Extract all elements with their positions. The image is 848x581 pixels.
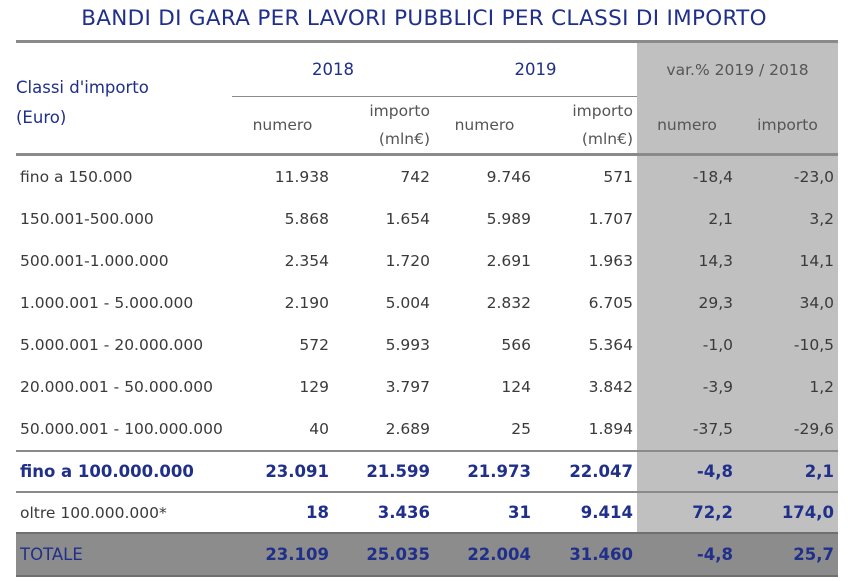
table-row: 5.000.001 - 20.000.000 572 5.993 566 5.364 -1…	[16, 324, 839, 366]
importo-2019-line2: (mln€)	[581, 130, 633, 148]
cell-n2018: 5.868	[284, 210, 329, 228]
var-importo-header: importo	[737, 96, 839, 156]
subtotal-row: fino a 100.000.000 23.091 21.599 21.973 22.0…	[16, 450, 839, 493]
cell-n2018: 2.354	[284, 252, 329, 270]
numero-2018-header: numero	[232, 96, 333, 156]
cell-i2018: 21.599	[333, 450, 434, 493]
cell-i2019: 1.894	[588, 420, 633, 438]
cell-i2019: 9.414	[580, 503, 633, 522]
cell-n2019: 124	[501, 378, 531, 396]
cell-vi: 3,2	[737, 198, 839, 240]
cell-vn: 72,2	[637, 492, 737, 533]
year-2018-header: 2018	[232, 40, 434, 97]
total-row: TOTALE 23.109 25.035 22.004 31.460 -4,8 25,7	[16, 532, 839, 577]
oltre-row: oltre 100.000.000* 18 3.436 31 9.414 72,2 174,…	[16, 492, 839, 533]
cell-vn: -4,8	[637, 450, 737, 493]
cell-n2018: 18	[306, 503, 329, 522]
cell-vi: 34,0	[737, 282, 839, 324]
cell-vi: -10,5	[737, 324, 839, 366]
cell-vi: 14,1	[737, 240, 839, 282]
cell-vi: -29,6	[737, 408, 839, 451]
cell-i2019: 1.963	[588, 252, 633, 270]
cell-n2018: 23.091	[232, 450, 333, 493]
cell-vi: 2,1	[737, 450, 839, 493]
cell-n2018: 572	[299, 336, 329, 354]
row-label: fino a 150.000	[20, 168, 133, 186]
cell-n2019: 9.746	[486, 168, 531, 186]
row-label: 50.000.001 - 100.000.000	[20, 420, 223, 438]
var-numero-header: numero	[637, 96, 737, 156]
cell-i2018: 5.004	[385, 294, 430, 312]
classi-header-line2: (Euro)	[16, 108, 67, 127]
table-row: 500.001-1.000.000 2.354 1.720 2.691 1.963 14,…	[16, 240, 839, 282]
table-row: 20.000.001 - 50.000.000 129 3.797 124 3.842-…	[16, 366, 839, 408]
cell-vn: -37,5	[637, 408, 737, 451]
table-row: 150.001-500.000 5.868 1.654 5.989 1.707 2,1 3,…	[16, 198, 839, 240]
cell-vi: 1,2	[737, 366, 839, 408]
cell-i2019: 31.460	[535, 532, 637, 577]
row-label: TOTALE	[16, 532, 232, 577]
cell-vn: -1,0	[637, 324, 737, 366]
cell-i2018: 25.035	[333, 532, 434, 577]
bandi-table: Classi d'importo (Euro) 2018 2019 var.% …	[16, 40, 839, 577]
cell-i2019: 1.707	[588, 210, 633, 228]
cell-vn: 29,3	[637, 282, 737, 324]
cell-vn: 2,1	[637, 198, 737, 240]
cell-i2018: 1.654	[385, 210, 430, 228]
row-label: 150.001-500.000	[20, 210, 154, 228]
table-row: fino a 150.000 11.938 742 9.746 571 -18,4 -23,…	[16, 154, 839, 198]
row-label: fino a 100.000.000	[16, 450, 232, 493]
importo-2018-line1: importo	[369, 102, 430, 120]
importo-2019-header: importo (mln€)	[535, 96, 637, 156]
cell-i2019: 3.842	[588, 378, 633, 396]
importo-2019-line1: importo	[572, 102, 633, 120]
cell-vi: 174,0	[737, 492, 839, 533]
importo-2018-header: importo (mln€)	[333, 96, 434, 156]
row-label: 20.000.001 - 50.000.000	[20, 378, 213, 396]
cell-vn: -18,4	[637, 154, 737, 198]
cell-n2018: 40	[309, 420, 329, 438]
importo-2018-line2: (mln€)	[378, 130, 430, 148]
cell-n2019: 31	[508, 503, 531, 522]
cell-n2019: 2.691	[486, 252, 531, 270]
classi-header: Classi d'importo (Euro)	[16, 40, 232, 156]
cell-n2019: 21.973	[434, 450, 535, 493]
row-label: 1.000.001 - 5.000.000	[20, 294, 194, 312]
cell-i2018: 742	[400, 168, 430, 186]
cell-i2019: 571	[603, 168, 633, 186]
cell-n2018: 23.109	[232, 532, 333, 577]
cell-n2019: 25	[511, 420, 531, 438]
cell-i2018: 3.797	[385, 378, 430, 396]
row-label: oltre 100.000.000*	[20, 503, 167, 522]
cell-vi: -23,0	[737, 154, 839, 198]
table-row: 50.000.001 - 100.000.000 40 2.689 25 1.894 -3…	[16, 408, 839, 451]
cell-i2019: 6.705	[588, 294, 633, 312]
cell-vi: 25,7	[737, 532, 839, 577]
cell-n2018: 2.190	[284, 294, 329, 312]
cell-i2018: 2.689	[385, 420, 430, 438]
table-row: 1.000.001 - 5.000.000 2.190 5.004 2.832 6.70…	[16, 282, 839, 324]
cell-n2019: 566	[501, 336, 531, 354]
cell-i2018: 3.436	[377, 503, 430, 522]
cell-n2018: 129	[299, 378, 329, 396]
var-header: var.% 2019 / 2018	[637, 40, 839, 97]
cell-i2018: 1.720	[385, 252, 430, 270]
cell-n2018: 11.938	[274, 168, 329, 186]
year-2019-header: 2019	[434, 40, 637, 97]
row-label: 500.001-1.000.000	[20, 252, 169, 270]
cell-vn: -3,9	[637, 366, 737, 408]
cell-vn: -4,8	[637, 532, 737, 577]
cell-n2019: 5.989	[486, 210, 531, 228]
cell-i2019: 22.047	[535, 450, 637, 493]
cell-vn: 14,3	[637, 240, 737, 282]
classi-header-line1: Classi d'importo	[16, 78, 149, 97]
row-label: 5.000.001 - 20.000.000	[20, 336, 204, 354]
cell-n2019: 2.832	[486, 294, 531, 312]
table-title: BANDI DI GARA PER LAVORI PUBBLICI PER CL…	[81, 6, 767, 31]
cell-i2018: 5.993	[385, 336, 430, 354]
cell-n2019: 22.004	[434, 532, 535, 577]
numero-2019-header: numero	[434, 96, 535, 156]
cell-i2019: 5.364	[588, 336, 633, 354]
